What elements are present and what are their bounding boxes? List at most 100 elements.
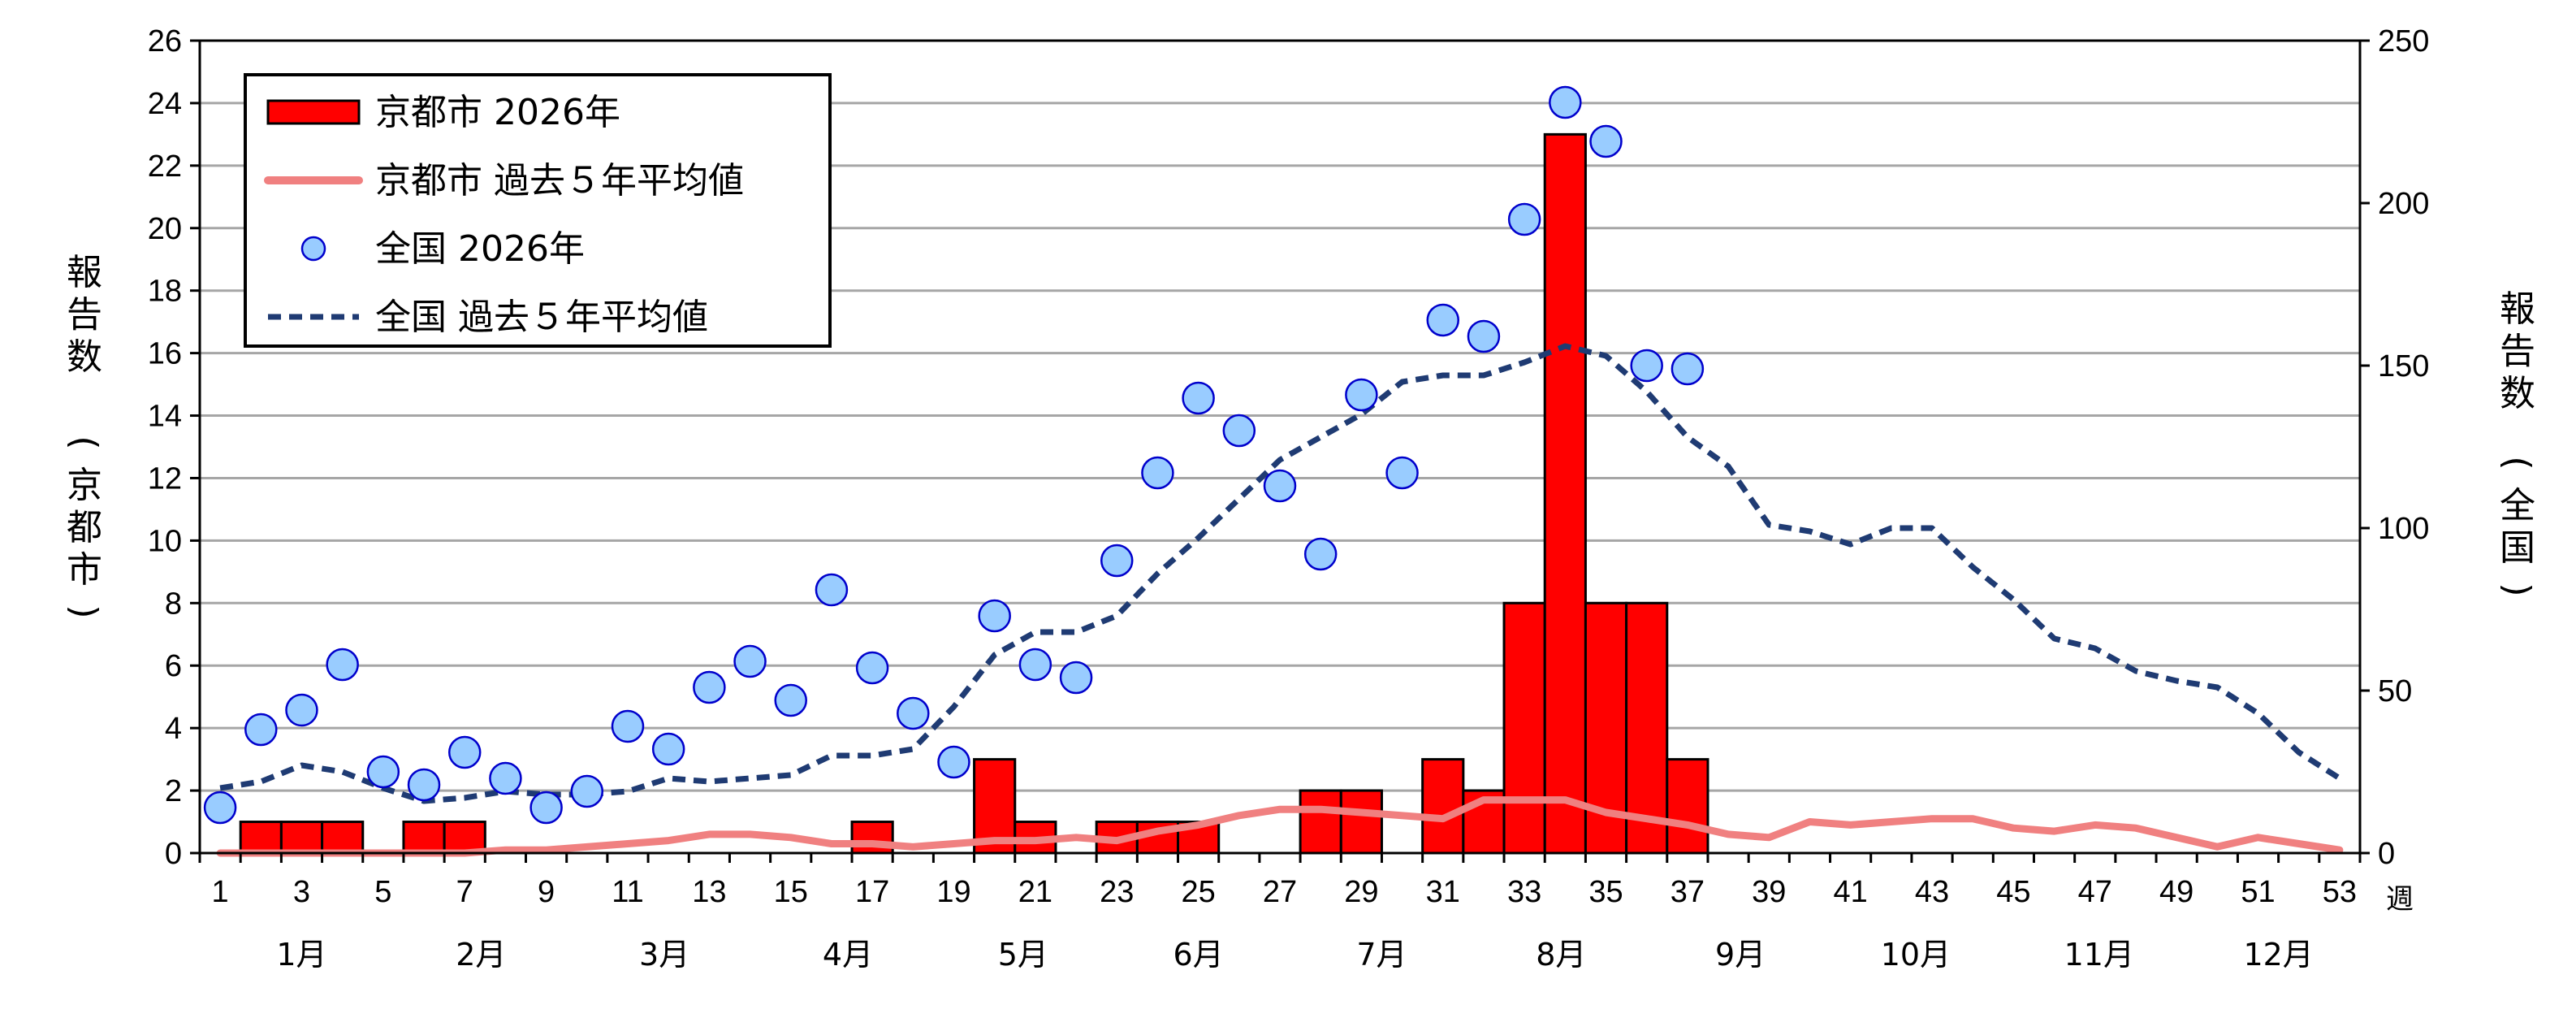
kyoto-avg-line bbox=[216, 796, 2344, 857]
x-tick-label: 11 bbox=[612, 875, 643, 909]
data-point bbox=[1141, 456, 1174, 490]
y-right-title-bottom-paren: ( bbox=[2496, 456, 2538, 470]
x-tick-label: 9 bbox=[538, 875, 555, 909]
x-tick-label: 3 bbox=[293, 875, 310, 909]
legend-label: 全国 過去５年平均値 bbox=[375, 297, 708, 338]
data-point bbox=[611, 709, 645, 743]
x-tick-label: 49 bbox=[2159, 875, 2193, 909]
data-point bbox=[774, 683, 807, 717]
plot-frame bbox=[198, 39, 2362, 855]
y-right-title-top-char: 告 bbox=[2500, 331, 2535, 372]
y-right-tick-label: 150 bbox=[2378, 349, 2429, 383]
data-point bbox=[1222, 414, 1256, 448]
data-point bbox=[1671, 352, 1705, 386]
bar bbox=[1543, 132, 1587, 855]
bar bbox=[1339, 789, 1383, 855]
bar bbox=[1625, 601, 1669, 855]
bar bbox=[1502, 601, 1546, 855]
bar bbox=[321, 821, 365, 855]
bar bbox=[1299, 789, 1342, 855]
legend-swatch-bar bbox=[266, 99, 361, 125]
x-tick-label: 29 bbox=[1344, 875, 1378, 909]
data-point bbox=[733, 644, 767, 678]
data-point bbox=[1589, 124, 1623, 158]
month-label: 6月 bbox=[1173, 937, 1224, 973]
y-right-title-top: 報告数 bbox=[2500, 288, 2535, 414]
y-left-title-bottom-paren: ( bbox=[63, 435, 105, 449]
x-tick-label: 7 bbox=[456, 875, 473, 909]
y-left-title-bottom-char: 京 bbox=[67, 465, 102, 506]
y-left-tick-label: 12 bbox=[148, 461, 182, 496]
bar bbox=[402, 821, 446, 855]
month-label: 9月 bbox=[1715, 937, 1766, 973]
y-left-tick-label: 8 bbox=[165, 587, 182, 621]
y-left-tick-label: 24 bbox=[148, 87, 182, 121]
y-right-title-top-char: 報 bbox=[2500, 288, 2535, 330]
y-left-title-bottom-char: 都 bbox=[67, 507, 102, 548]
data-point bbox=[855, 651, 889, 685]
x-tick-label: 37 bbox=[1671, 875, 1705, 909]
data-point bbox=[1467, 319, 1501, 353]
x-tick-label: 43 bbox=[1915, 875, 1949, 909]
data-point bbox=[1549, 85, 1582, 119]
data-point bbox=[366, 755, 400, 789]
x-tick-label: 31 bbox=[1426, 875, 1460, 909]
legend-label: 全国 2026年 bbox=[375, 228, 585, 270]
y-left-title-top-char: 数 bbox=[67, 336, 102, 378]
month-label: 10月 bbox=[1881, 937, 1951, 973]
data-point bbox=[815, 573, 849, 607]
x-unit-label: 週 bbox=[2386, 883, 2414, 916]
y-left-tick-label: 10 bbox=[148, 524, 182, 558]
y-left-title-bottom-paren: ) bbox=[63, 604, 105, 618]
x-tick-label: 1 bbox=[212, 875, 229, 909]
data-point bbox=[489, 761, 522, 795]
data-point bbox=[897, 696, 930, 730]
scatter-series bbox=[203, 85, 1705, 825]
x-tick-label: 53 bbox=[2323, 875, 2357, 909]
data-point bbox=[1426, 303, 1460, 337]
data-point bbox=[1059, 661, 1093, 695]
data-point bbox=[285, 693, 318, 727]
x-tick-label: 39 bbox=[1752, 875, 1786, 909]
y-left-tick-label: 0 bbox=[165, 837, 182, 871]
y-right-tick-label: 50 bbox=[2378, 674, 2412, 708]
data-point bbox=[1018, 648, 1052, 682]
x-tick-label: 47 bbox=[2078, 875, 2112, 909]
line-series bbox=[216, 343, 2344, 857]
y-left-tick-label: 14 bbox=[148, 400, 182, 434]
data-point bbox=[937, 745, 970, 779]
data-point bbox=[1630, 349, 1663, 383]
month-label: 4月 bbox=[823, 937, 873, 973]
data-point bbox=[1182, 381, 1215, 415]
y-right-title-bottom: (全国) bbox=[2496, 456, 2538, 596]
y-right-tick-label: 250 bbox=[2378, 24, 2429, 58]
y-left-title-top: 報告数 bbox=[67, 252, 102, 378]
data-point bbox=[1100, 544, 1134, 578]
x-tick-label: 45 bbox=[1996, 875, 2030, 909]
x-tick-label: 41 bbox=[1834, 875, 1868, 909]
y-right-tick-label: 200 bbox=[2378, 187, 2429, 221]
bar bbox=[1666, 758, 1709, 855]
month-label: 1月 bbox=[276, 937, 326, 973]
data-point bbox=[651, 732, 685, 766]
y-right-title-bottom-char: 全 bbox=[2500, 485, 2535, 526]
bar bbox=[443, 821, 486, 855]
data-point bbox=[1385, 456, 1419, 490]
y-right-title-bottom-char: 国 bbox=[2500, 527, 2535, 569]
y-left-tick-label: 16 bbox=[148, 337, 182, 371]
legend-label: 京都市 2026年 bbox=[375, 92, 620, 133]
y-left-title-top-char: 告 bbox=[67, 294, 102, 336]
national-avg-line bbox=[219, 343, 2341, 804]
x-tick-label: 15 bbox=[774, 875, 808, 909]
x-tick-label: 13 bbox=[692, 875, 726, 909]
month-label: 5月 bbox=[998, 937, 1048, 973]
bar bbox=[1421, 758, 1465, 855]
x-tick-label: 17 bbox=[855, 875, 889, 909]
data-point bbox=[1263, 469, 1297, 503]
data-point bbox=[1507, 202, 1541, 236]
bar bbox=[279, 821, 324, 855]
